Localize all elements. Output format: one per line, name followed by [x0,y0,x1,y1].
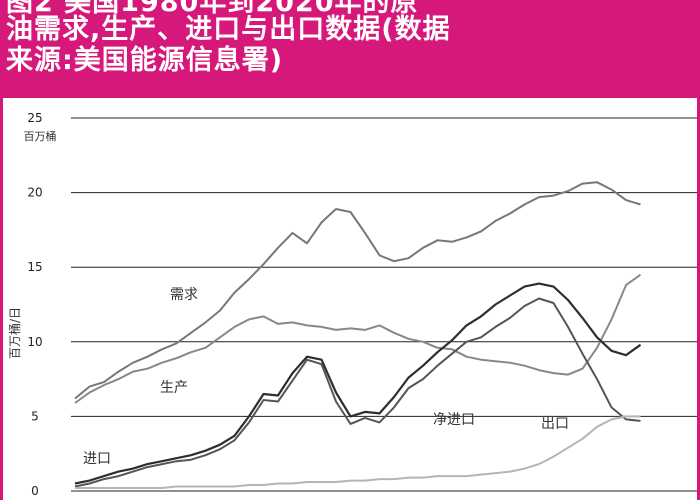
y-tick-label: 0 [31,484,39,498]
caption-line-3: 来源:美国能源信息署) [6,45,284,76]
y-axis-unit: 百万桶 [24,129,57,143]
y-tick-label: 15 [27,260,42,274]
series-line-net-import [74,297,641,488]
annotation-production: 生产 [160,380,188,396]
chart-frame: 0 5 10 15 20 25 百万桶/日 百万桶 需求 生产 净进口 出口 进口 [0,98,700,500]
annotation-layer: 百万桶/日 百万桶 需求 生产 净进口 出口 进口 [7,129,569,467]
y-tick-label: 10 [27,335,42,349]
line-chart: 0 5 10 15 20 25 百万桶/日 百万桶 需求 生产 净进口 出口 进口 [7,111,699,498]
series-layer [74,181,642,489]
caption-line-2: 油需求,生产、进口与出口数据(数据 [6,14,451,45]
annotation-net-import: 净进口 [433,412,475,428]
annotation-export: 出口 [541,416,569,432]
y-tick-label: 5 [31,409,39,423]
annotation-import: 进口 [83,451,111,467]
series-line-import [74,282,642,485]
y-axis-label: 百万桶/日 [7,307,22,359]
figure-caption: 图2 美国1980年到2020年的原 油需求,生产、进口与出口数据(数据 来源:… [0,0,700,98]
series-line-demand [74,181,641,400]
series-line-production [74,273,642,404]
series-line-export [75,415,641,489]
annotation-demand: 需求 [170,287,198,303]
y-tick-label: 25 [27,111,42,125]
y-tick-label: 20 [27,186,42,200]
caption-line-1: 图2 美国1980年到2020年的原 [6,0,694,14]
grid-layer: 0 5 10 15 20 25 [27,111,699,498]
